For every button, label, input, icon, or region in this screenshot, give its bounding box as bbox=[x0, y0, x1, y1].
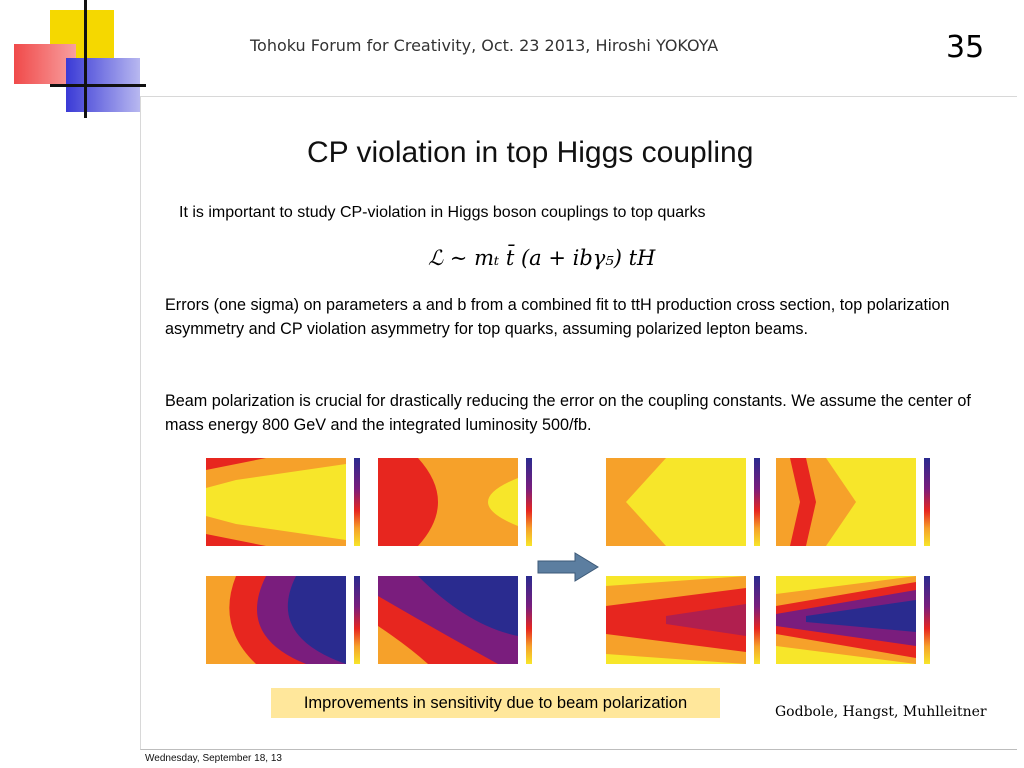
paragraph-polarization: Beam polarization is crucial for drastic… bbox=[165, 392, 971, 434]
contour-plot-bottom-third bbox=[606, 576, 760, 664]
intro-text: It is important to study CP-violation in… bbox=[179, 204, 706, 221]
contour-plot-top-right bbox=[776, 458, 930, 546]
contour-plot-top-third bbox=[606, 458, 760, 546]
lagrangian-formula: ℒ ∼ mₜ t̄ (a + ibγ₅) tH bbox=[428, 246, 656, 270]
contour-plot-bottom-second bbox=[378, 576, 532, 664]
slide-number: 35 bbox=[946, 30, 985, 65]
paragraph-errors: Errors (one sigma) on parameters a and b… bbox=[165, 296, 950, 338]
footer-date: Wednesday, September 18, 13 bbox=[145, 753, 282, 764]
slide-title: CP violation in top Higgs coupling bbox=[307, 136, 754, 169]
right-arrow-icon bbox=[537, 552, 599, 582]
contour-plots-figure bbox=[206, 458, 930, 664]
author-credit: Godbole, Hangst, Muhlleitner bbox=[775, 704, 987, 720]
contour-plot-bottom-right bbox=[776, 576, 930, 664]
contour-plot-bottom-left bbox=[206, 576, 360, 664]
header-title: Tohoku Forum for Creativity, Oct. 23 201… bbox=[250, 36, 719, 55]
contour-plot-top-left bbox=[206, 458, 360, 546]
contour-plot-top-second bbox=[378, 458, 532, 546]
corner-logo bbox=[0, 0, 150, 120]
sensitivity-callout: Improvements in sensitivity due to beam … bbox=[271, 688, 720, 718]
